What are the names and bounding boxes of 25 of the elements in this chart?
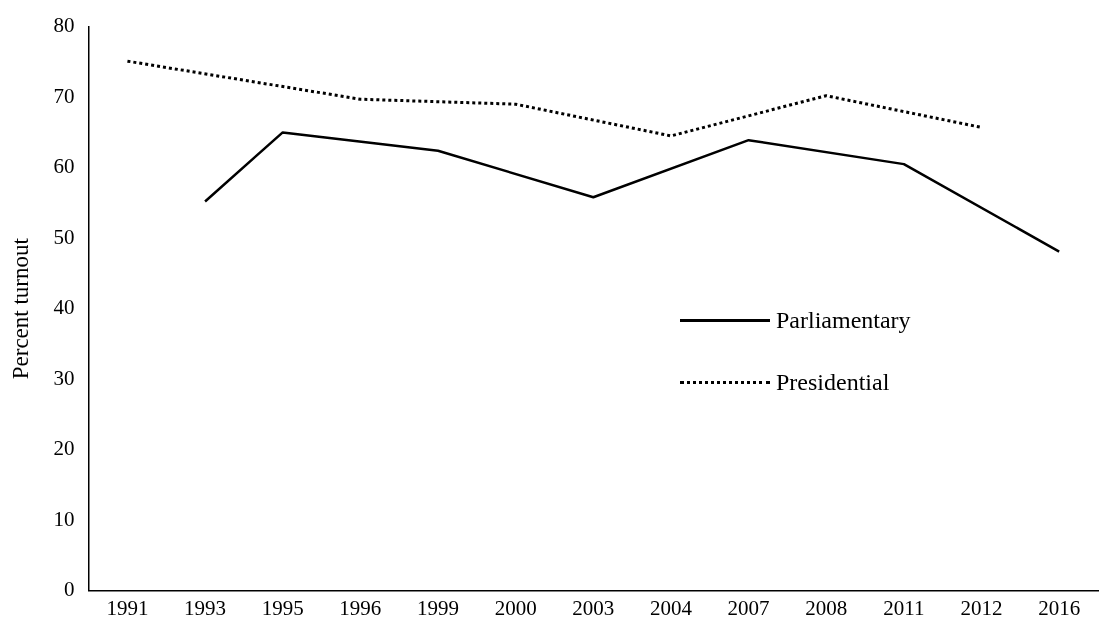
y-tick-label: 20: [53, 436, 75, 461]
x-tick-label: 2008: [805, 595, 848, 620]
x-tick-label: 2007: [727, 595, 770, 620]
legend-label: Presidential: [776, 368, 890, 396]
x-tick-label: 2016: [1038, 595, 1081, 620]
x-tick-label: 1993: [184, 595, 227, 620]
y-tick-label: 30: [53, 365, 75, 390]
x-tick-label: 1995: [261, 595, 304, 620]
x-tick-label: 2012: [960, 595, 1003, 620]
y-tick-label: 0: [64, 577, 75, 602]
x-tick-label: 2003: [572, 595, 615, 620]
y-tick-label: 60: [53, 154, 75, 179]
x-tick-label: 2011: [883, 595, 925, 620]
y-tick-label: 10: [53, 506, 75, 531]
x-tick-label: 1991: [106, 595, 149, 620]
y-tick-label: 40: [53, 295, 75, 320]
x-tick-label: 1999: [417, 595, 460, 620]
x-tick-label: 2004: [649, 595, 693, 620]
y-tick-label: 80: [53, 13, 75, 38]
x-tick-label: 1996: [339, 595, 382, 620]
y-axis-title: Percent turnout: [7, 237, 33, 380]
legend-label: Parliamentary: [776, 306, 911, 334]
y-tick-label: 70: [53, 83, 75, 108]
x-tick-label: 2000: [494, 595, 537, 620]
y-tick-label: 50: [53, 224, 75, 249]
